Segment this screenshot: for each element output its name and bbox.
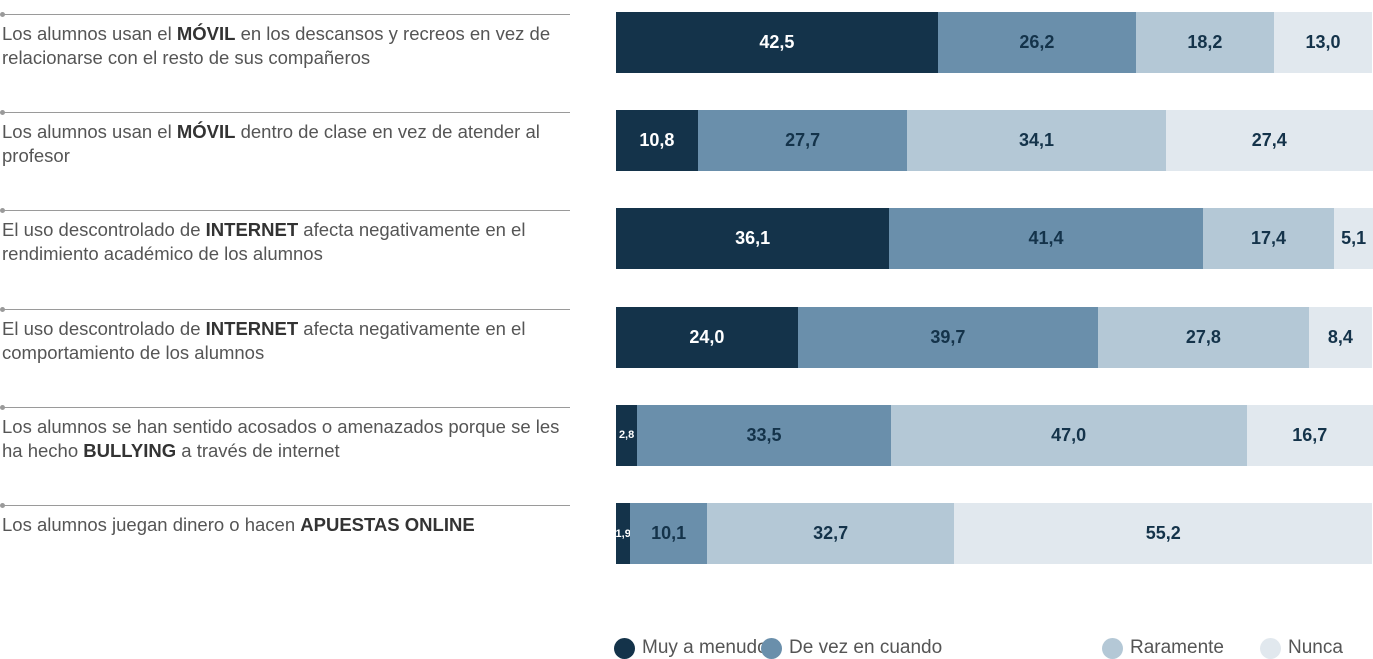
category-label: Los alumnos se han sentido acosados o am… xyxy=(2,415,560,461)
bar-segment: 41,4 xyxy=(889,208,1203,270)
legend-label: Muy a menudo xyxy=(642,637,768,658)
value-label: 16,7 xyxy=(1292,424,1328,445)
legend-swatch xyxy=(761,637,782,659)
value-label: 32,7 xyxy=(813,523,849,543)
legend-swatch xyxy=(1260,637,1281,659)
value-label: 55,2 xyxy=(1145,523,1181,543)
value-label: 39,7 xyxy=(930,326,966,347)
bar-segment: 24,0 xyxy=(616,306,798,368)
category-rule xyxy=(2,505,570,506)
bar-segment: 13,0 xyxy=(1273,12,1373,73)
bar-segment: 2,8 xyxy=(616,404,638,466)
category-label: Los alumnos usan el MÓVIL en los descans… xyxy=(2,23,551,68)
category-rule xyxy=(2,308,570,310)
bar-segment: 36,1 xyxy=(616,208,890,270)
legend-swatch xyxy=(614,637,635,659)
legend-label: De vez en cuando xyxy=(789,637,943,658)
value-label: 1,9 xyxy=(616,527,631,540)
value-label: 5,1 xyxy=(1341,228,1367,249)
bar-segment: 17,4 xyxy=(1202,208,1335,270)
category-dot xyxy=(0,306,5,312)
value-label: 41,4 xyxy=(1028,228,1064,249)
bar-segment: 27,7 xyxy=(697,110,908,172)
bar-segment: 10,8 xyxy=(616,110,698,172)
bar-segment: 27,4 xyxy=(1165,110,1373,172)
category-dot xyxy=(0,208,5,214)
bar-segment: 5,1 xyxy=(1334,208,1373,270)
value-label: 13,0 xyxy=(1305,32,1341,52)
category-rule xyxy=(2,406,570,408)
bar-segment: 47,0 xyxy=(890,404,1247,466)
bar-segment: 32,7 xyxy=(706,503,955,564)
value-label: 8,4 xyxy=(1327,326,1353,347)
bar-segment: 18,2 xyxy=(1136,12,1274,73)
bar-segment: 8,4 xyxy=(1308,306,1373,368)
bar-segment: 10,1 xyxy=(630,503,707,564)
value-label: 27,8 xyxy=(1185,326,1221,347)
value-label: 18,2 xyxy=(1187,32,1223,52)
value-label: 10,8 xyxy=(639,130,675,151)
bar-segment: 42,5 xyxy=(616,12,938,73)
value-label: 26,2 xyxy=(1019,32,1055,52)
legend-item: Raramente xyxy=(1102,637,1224,659)
category-label: Los alumnos usan el MÓVIL dentro de clas… xyxy=(2,121,540,167)
category-dot xyxy=(0,503,5,508)
value-label: 47,0 xyxy=(1051,424,1087,445)
category-label: El uso descontrolado de INTERNET afecta … xyxy=(2,317,526,363)
bar-segment: 16,7 xyxy=(1246,404,1373,466)
legend-swatch xyxy=(1102,637,1123,659)
bar-segment: 1,9 xyxy=(616,503,631,564)
value-label: 27,7 xyxy=(785,130,821,151)
legend-item: Nunca xyxy=(1260,637,1343,659)
value-label: 2,8 xyxy=(618,429,635,442)
category-dot xyxy=(0,12,5,17)
value-label: 27,4 xyxy=(1251,130,1287,151)
bar-segment: 39,7 xyxy=(797,306,1099,368)
value-label: 42,5 xyxy=(759,32,795,52)
category-rule xyxy=(2,112,570,114)
category-dot xyxy=(0,404,5,410)
legend-item: De vez en cuando xyxy=(761,637,942,659)
bar-segment: 27,8 xyxy=(1098,306,1309,368)
legend-item: Muy a menudo xyxy=(614,637,768,659)
bar-segment: 55,2 xyxy=(954,503,1373,564)
value-label: 24,0 xyxy=(689,326,725,347)
legend-label: Raramente xyxy=(1130,637,1224,658)
value-label: 17,4 xyxy=(1251,228,1287,249)
category-rule xyxy=(2,14,570,15)
value-label: 36,1 xyxy=(735,228,771,249)
value-label: 10,1 xyxy=(651,523,687,543)
category-label: Los alumnos juegan dinero o hacen APUEST… xyxy=(2,514,475,535)
bar-segment: 34,1 xyxy=(907,110,1166,172)
legend-label: Nunca xyxy=(1288,637,1343,658)
category-label: El uso descontrolado de INTERNET afecta … xyxy=(2,219,526,265)
bar-segment: 26,2 xyxy=(937,12,1137,73)
category-dot xyxy=(0,110,5,116)
value-label: 33,5 xyxy=(746,424,782,445)
value-label: 34,1 xyxy=(1018,130,1055,151)
category-rule xyxy=(2,210,570,212)
bar-segment: 33,5 xyxy=(637,404,891,466)
